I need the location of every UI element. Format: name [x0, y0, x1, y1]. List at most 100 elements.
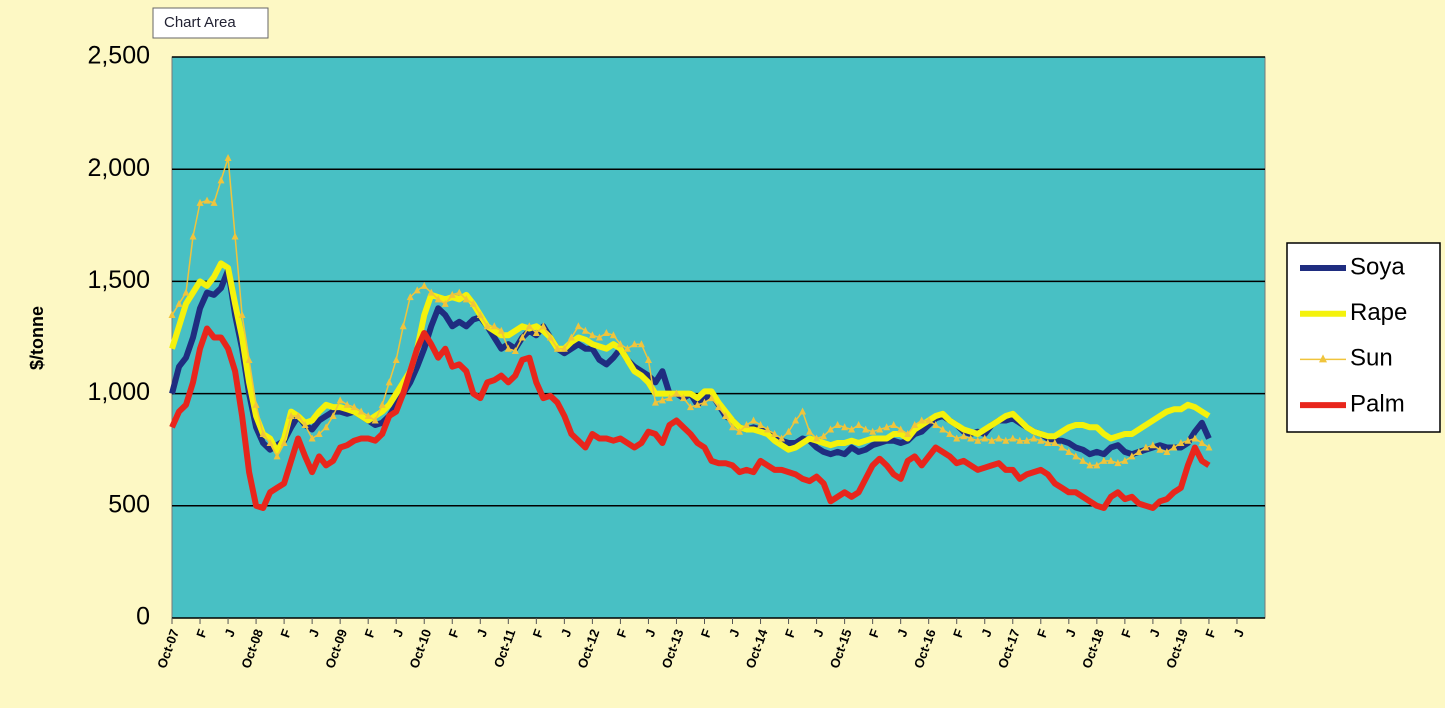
marker: [196, 198, 204, 206]
marker: [939, 425, 947, 433]
marker: [224, 153, 232, 161]
marker: [595, 333, 603, 341]
marker: [855, 421, 863, 429]
marker: [420, 281, 428, 289]
marker: [434, 295, 442, 303]
marker: [553, 344, 561, 352]
marker: [322, 423, 330, 431]
marker: [715, 403, 722, 411]
marker: [974, 436, 982, 444]
marker: [750, 416, 758, 424]
marker: [182, 288, 190, 296]
marker: [574, 322, 582, 330]
marker: [1037, 436, 1045, 444]
marker: [511, 346, 519, 354]
marker: [1079, 456, 1087, 464]
marker: [757, 421, 765, 429]
tooltip-box: [152, 7, 269, 39]
marker: [427, 288, 435, 296]
marker: [623, 344, 631, 352]
marker: [280, 438, 288, 446]
marker: [567, 333, 575, 341]
marker: [287, 412, 295, 420]
marker: [736, 427, 744, 435]
marker: [378, 400, 386, 408]
series-line: [169, 325, 1211, 511]
x-tick-label: J: [978, 627, 995, 639]
marker: [722, 412, 730, 420]
x-tick-label: J: [222, 627, 239, 639]
series-line: [169, 260, 1211, 455]
marker: [1086, 461, 1094, 469]
marker: [1051, 438, 1059, 446]
marker: [897, 425, 905, 433]
marker: [1149, 441, 1157, 449]
marker: [329, 412, 337, 420]
marker: [1198, 438, 1206, 446]
marker: [841, 423, 849, 431]
marker: [679, 394, 687, 402]
marker: [1135, 447, 1143, 455]
marker: [308, 434, 316, 442]
x-tick-label: J: [1230, 627, 1247, 639]
marker: [967, 434, 975, 442]
marker: [778, 434, 786, 442]
marker: [399, 322, 407, 330]
marker: [806, 427, 814, 435]
marker: [707, 394, 715, 402]
marker: [217, 176, 225, 184]
marker: [1009, 434, 1017, 442]
marker: [925, 416, 933, 424]
marker: [469, 299, 477, 307]
marker: [497, 326, 505, 334]
marker: [1177, 438, 1185, 446]
marker: [1170, 443, 1178, 451]
x-tick-label: J: [474, 627, 491, 639]
marker: [616, 340, 624, 348]
marker: [932, 421, 940, 429]
marker: [785, 427, 793, 435]
marker: [294, 412, 302, 420]
x-tick-label: J: [810, 627, 827, 639]
marker: [1023, 436, 1031, 444]
marker: [1142, 443, 1150, 451]
marker: [252, 400, 260, 408]
tooltip: Chart Area: [164, 14, 236, 31]
marker: [413, 286, 421, 294]
marker: [203, 196, 211, 204]
y-tick-label: 500: [108, 490, 150, 518]
marker: [813, 434, 821, 442]
marker: [764, 425, 772, 433]
marker: [259, 429, 267, 437]
legend-box: [1286, 242, 1441, 433]
marker: [995, 434, 1003, 442]
marker: [1058, 443, 1066, 451]
marker: [1128, 452, 1136, 460]
marker: [357, 407, 365, 415]
marker: [1093, 461, 1101, 469]
marker: [301, 421, 309, 429]
marker: [644, 355, 652, 363]
marker: [210, 198, 218, 206]
y-tick-label: 1,500: [87, 266, 150, 294]
marker: [385, 378, 393, 386]
marker: [1163, 447, 1171, 455]
marker: [1002, 436, 1010, 444]
marker: [462, 295, 470, 303]
marker: [560, 344, 568, 352]
legend-label: Palm: [1350, 390, 1405, 417]
marker: [483, 322, 491, 330]
marker: [1072, 452, 1080, 460]
marker: [981, 434, 989, 442]
marker: [848, 425, 856, 433]
marker: [883, 423, 891, 431]
marker: [189, 232, 197, 240]
x-tick-label: J: [1062, 627, 1079, 639]
marker: [406, 293, 414, 301]
y-tick-label: 0: [136, 603, 150, 631]
marker: [1030, 434, 1038, 442]
marker: [490, 322, 498, 330]
marker: [476, 311, 484, 319]
plot-area: [171, 56, 1266, 619]
